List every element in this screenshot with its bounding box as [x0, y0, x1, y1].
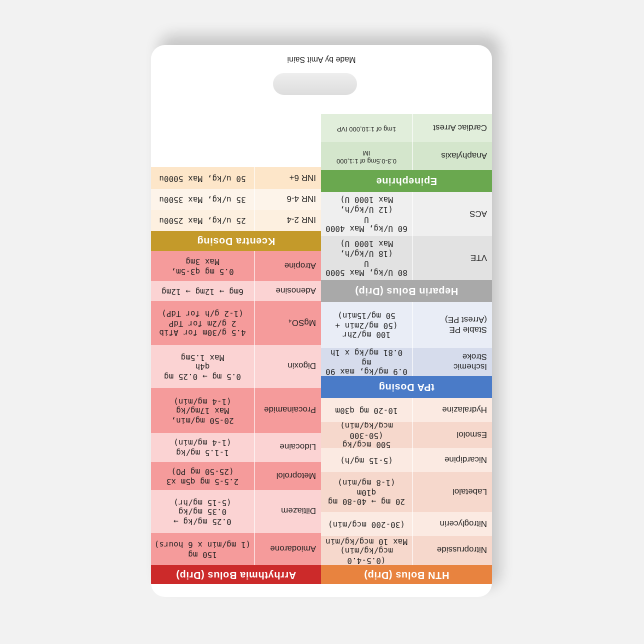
drug-dose: 2.5-5 mg q5m x3 (25-50 mg PO): [166, 467, 239, 486]
drug-dose: 150 mg (1 mg/min x 6 hours): [154, 540, 251, 559]
credit-text: Made by Amit Saini: [287, 55, 356, 64]
dose-row: MgSO₄ 4.5 g/30m for Afib 2 g/2m for TdP (…: [151, 301, 321, 345]
dose-row: Stable PE (Arrest PE) 100 mg/2hr (50 mg/2…: [321, 302, 492, 348]
dosing-badge-card: HTN Bolus (Drip) Nitroprusside (0.5-4.0 mc…: [151, 45, 492, 597]
drug-name: Esmolol: [412, 422, 492, 448]
dose-row: INR 2-4 25 u/kg, Max 2500u: [151, 210, 321, 231]
dose-row: Nitroglycerin (30-200 mcg/min): [321, 512, 492, 536]
section-header: tPA Dosing: [321, 376, 492, 398]
drug-dose: 0.5 mg → 0.25 mg q4h Max 1.5mg: [163, 352, 242, 381]
drug-dose: (30-200 mcg/min): [327, 519, 406, 529]
left-column: HTN Bolus (Drip) Nitroprusside (0.5-4.0 mc…: [321, 114, 492, 584]
drug-dose: 25 u/kg, Max 2500u: [159, 216, 246, 226]
drug-dose: 20 mg → 40-80 mg q10m (1-8 mg/min): [327, 478, 406, 507]
section-header: Heparin Bolus (Drip): [321, 280, 492, 302]
dose-row: Hydralazine 10-20 mg q30m: [321, 398, 492, 422]
dose-row: Nicardipine (5-15 mg/h): [321, 448, 492, 472]
drug-name: INR 6+: [254, 167, 321, 189]
dose-row: Amiodarone 150 mg (1 mg/min x 6 hours): [151, 533, 321, 565]
dose-row: Digoxin 0.5 mg → 0.25 mg q4h Max 1.5mg: [151, 345, 321, 388]
drug-dose: 1-1.5 mg/kg (1-4 mg/min): [173, 438, 232, 458]
dose-row: Nitroprusside (0.5-4.0 mcg/kg/min) Max 10…: [321, 536, 492, 565]
drug-dose: 6mg → 12mg → 12mg: [161, 286, 244, 296]
drug-dose: 20-50 mg/min, Max 17mg/kg (1-4 mg/min): [171, 396, 234, 425]
drug-dose: 10-20 mg q30m: [335, 405, 398, 415]
drug-name: Nitroglycerin: [412, 512, 492, 536]
dose-row: Ischemic Stroke 0.9 mg/kg, max 90 mg 0.81…: [321, 348, 492, 376]
dose-row: INR 4-6 35 u/kg, Max 3500u: [151, 189, 321, 210]
drug-name: Adenosine: [254, 281, 321, 301]
dose-row: Lidocaine 1-1.5 mg/kg (1-4 mg/min): [151, 433, 321, 462]
drug-name: INR 4-6: [254, 189, 321, 210]
dose-row: Adenosine 6mg → 12mg → 12mg: [151, 281, 321, 301]
dose-row: INR 6+ 50 u/kg, Max 5000u: [151, 167, 321, 189]
drug-name: Cardiac Arrest: [412, 114, 492, 142]
drug-dose: 60 U/kg, Max 4000 U (12 U/kg/h, Max 1000…: [325, 195, 408, 234]
section-header: HTN Bolus (Drip): [321, 565, 492, 584]
drug-dose: 0.5 mg q3-5m, Max 3mg: [171, 257, 234, 276]
section-header: Arrhythmia Bolus (Drip): [151, 565, 321, 584]
drug-dose: (0.5-4.0 mcg/kg/min) Max 10 mcg/kg/min: [325, 536, 408, 565]
dose-row: Metoprolol 2.5-5 mg q5m x3 (25-50 mg PO): [151, 462, 321, 490]
drug-dose: 80 U/kg, Max 5000 U (18 U/kg/h, Max 1000…: [325, 239, 408, 278]
drug-name: Digoxin: [254, 345, 321, 388]
section-header: Kcentra Dosing: [151, 231, 321, 251]
drug-name: Atropine: [254, 251, 321, 281]
dose-row: ACS 60 U/kg, Max 4000 U (12 U/kg/h, Max 1…: [321, 192, 492, 236]
drug-dose: 1mg of 1:10,000 IVP: [336, 124, 397, 132]
drug-name: ACS: [412, 192, 492, 236]
drug-name: Labetalol: [412, 472, 492, 512]
section-header: Epinephrine: [321, 170, 492, 192]
drug-name: Stable PE (Arrest PE): [412, 302, 492, 348]
dose-row: Anaphylaxis 0.3-0.5mg of 1:1,000 IM: [321, 142, 492, 170]
dose-row: Atropine 0.5 mg q3-5m, Max 3mg: [151, 251, 321, 281]
drug-dose: (5-15 mg/h): [340, 455, 393, 465]
right-column: Arrhythmia Bolus (Drip) Amiodarone 150 mg …: [151, 167, 321, 584]
dose-row: Cardiac Arrest 1mg of 1:10,000 IVP: [321, 114, 492, 142]
drug-name: Amiodarone: [254, 533, 321, 565]
drug-name: VTE: [412, 236, 492, 280]
drug-name: Nitroprusside: [412, 536, 492, 565]
drug-dose: 35 u/kg, Max 3500u: [159, 195, 246, 205]
drug-name: Hydralazine: [412, 398, 492, 422]
drug-name: Anaphylaxis: [412, 142, 492, 170]
drug-dose: 4.5 g/30m for Afib 2 g/2m for TdP (1-2 g…: [159, 309, 246, 338]
drug-name: MgSO₄: [254, 301, 321, 345]
badge-slot-hole: [273, 73, 357, 95]
drug-dose: 500 mcg/kg (50-300 mcg/kg/min): [340, 421, 393, 450]
drug-name: Nicardipine: [412, 448, 492, 472]
drug-dose: 50 u/kg, Max 5000u: [159, 173, 246, 183]
drug-name: Procainamide: [254, 388, 321, 433]
dose-row: Labetalol 20 mg → 40-80 mg q10m (1-8 mg/m…: [321, 472, 492, 512]
dose-row: Esmolol 500 mcg/kg (50-300 mcg/kg/min): [321, 421, 492, 450]
drug-name: Diltiazem: [254, 490, 321, 533]
dose-row: Diltiazem 0.25 mg/kg → 0.35 mg/kg (5-15 m…: [151, 490, 321, 533]
drug-dose: 0.3-0.5mg of 1:1,000 IM: [336, 149, 397, 164]
drug-name: Lidocaine: [254, 433, 321, 462]
dose-row: VTE 80 U/kg, Max 5000 U (18 U/kg/h, Max 1…: [321, 236, 492, 280]
drug-name: Metoprolol: [254, 462, 321, 490]
drug-name: INR 2-4: [254, 210, 321, 231]
drug-dose: 100 mg/2hr (50 mg/2min + 50 mg/15min): [335, 311, 398, 340]
drug-dose: 0.9 mg/kg, max 90 mg 0.81 mg/kg x 1h: [325, 348, 408, 377]
drug-name: Ischemic Stroke: [412, 348, 492, 376]
drug-dose: 0.25 mg/kg → 0.35 mg/kg (5-15 mg/hr): [173, 497, 232, 526]
dose-row: Procainamide 20-50 mg/min, Max 17mg/kg (1…: [151, 388, 321, 433]
